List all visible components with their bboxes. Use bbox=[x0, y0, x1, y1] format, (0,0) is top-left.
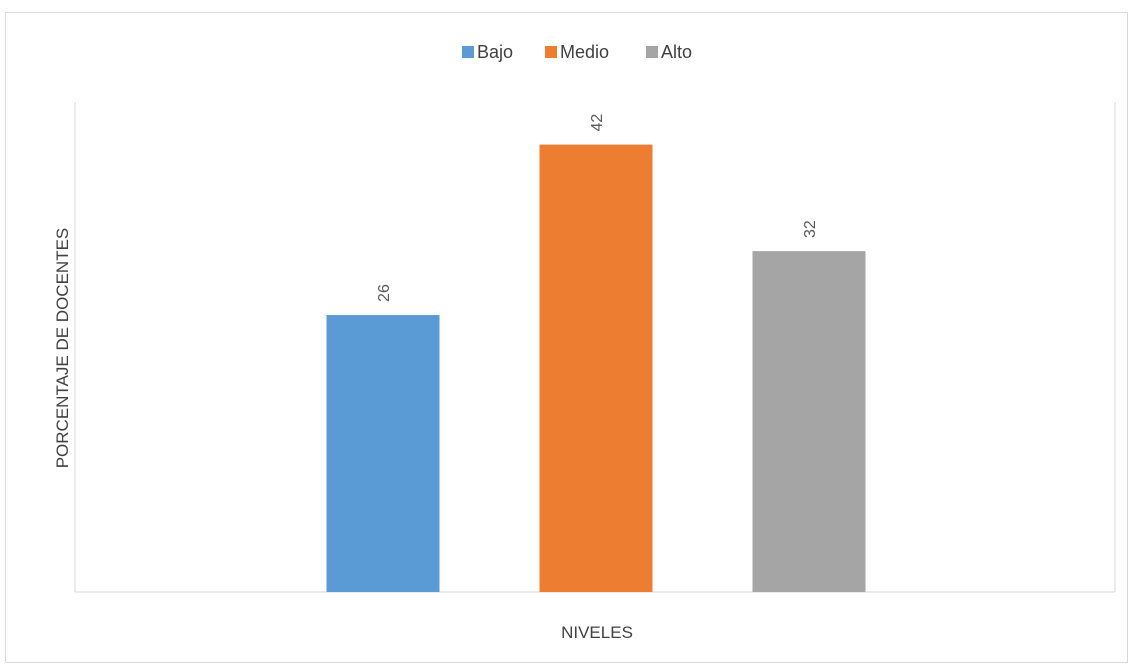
legend-label-alto: Alto bbox=[661, 42, 692, 62]
y-axis-title: PORCENTAJE DE DOCENTES bbox=[53, 228, 72, 469]
bar-alto bbox=[752, 251, 866, 592]
legend-swatch-alto bbox=[646, 46, 658, 58]
legend-swatch-medio bbox=[545, 46, 557, 58]
bars-group bbox=[326, 144, 866, 592]
bar-medio bbox=[539, 144, 653, 592]
legend-swatch-bajo bbox=[462, 46, 474, 58]
legend-label-bajo: Bajo bbox=[477, 42, 513, 62]
legend-label-medio: Medio bbox=[560, 42, 609, 62]
data-label-bajo: 26 bbox=[376, 284, 393, 302]
data-label-medio: 42 bbox=[589, 114, 606, 132]
data-labels-group: 26 42 32 bbox=[376, 114, 819, 302]
bar-bajo bbox=[326, 315, 440, 592]
x-axis-title: NIVELES bbox=[561, 623, 633, 642]
data-label-alto: 32 bbox=[802, 220, 819, 238]
chart-legend: Bajo Medio Alto bbox=[462, 42, 692, 62]
